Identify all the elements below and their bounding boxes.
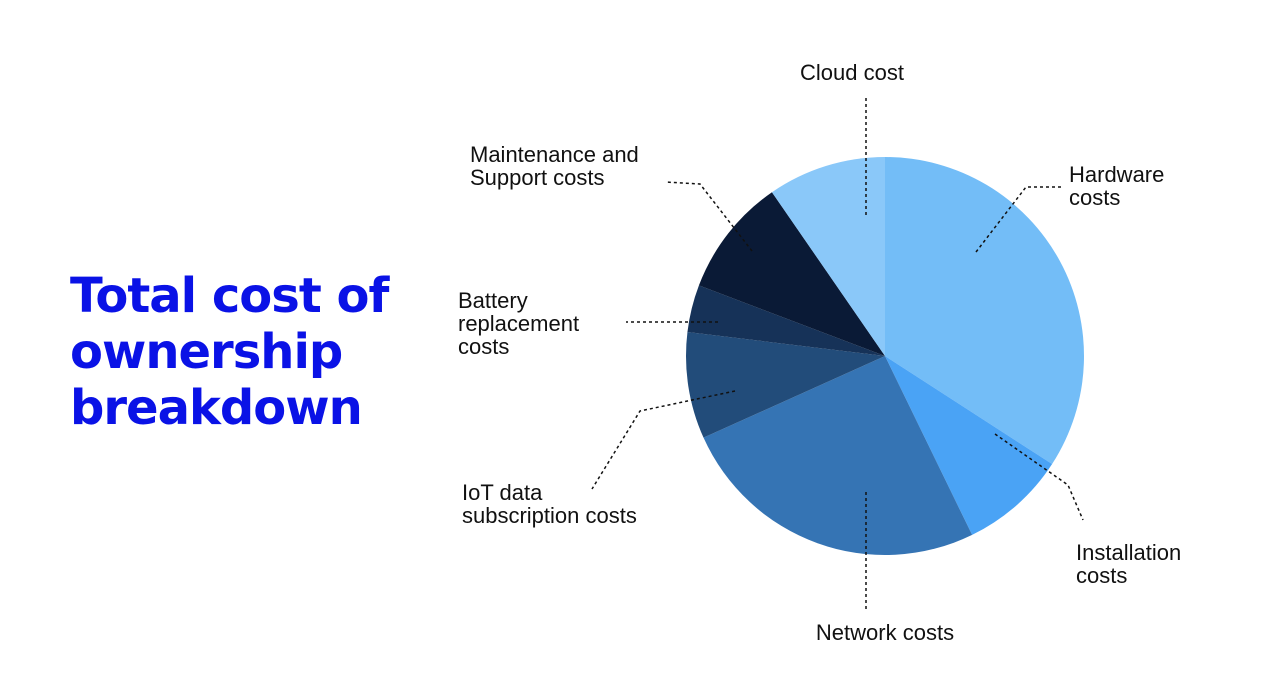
slice-label-line: Support costs — [470, 165, 605, 190]
slice-label-line: replacement — [458, 311, 579, 336]
slice-label-line: subscription costs — [462, 503, 637, 528]
slice-label: Network costs — [816, 620, 954, 645]
slice-label: Maintenance and Support costs — [470, 142, 639, 190]
slice-label-line: Cloud cost — [800, 60, 904, 85]
slice-label: Battery replacement costs — [458, 288, 579, 359]
slice-label-line: Hardware — [1069, 162, 1164, 187]
leader-lines — [591, 98, 1084, 612]
slice-label-line: Maintenance and — [470, 142, 639, 167]
slice-label-line: Installation — [1076, 540, 1181, 565]
pie-slice — [685, 332, 885, 438]
chart-title: Total cost of ownership breakdown — [70, 268, 430, 436]
slice-label: IoT data subscription costs — [462, 480, 637, 528]
slice-label-line: IoT data — [462, 480, 543, 505]
pie-slice — [703, 356, 973, 556]
slice-label-line: Battery — [458, 288, 528, 313]
slice-label: Installation costs — [1076, 540, 1181, 588]
title-line: breakdown — [70, 380, 363, 436]
slice-label-line: costs — [1076, 563, 1127, 588]
pie-slice — [698, 192, 885, 356]
leader-line — [591, 390, 736, 490]
slice-label-line: costs — [458, 334, 509, 359]
pie-slice — [687, 285, 885, 356]
pie-slices — [685, 157, 1084, 556]
slice-label-line: costs — [1069, 185, 1120, 210]
leader-line — [664, 181, 753, 252]
pie-slice — [771, 157, 885, 356]
slice-label: Hardware costs — [1069, 162, 1164, 210]
pie-slice — [885, 157, 1084, 465]
pie-slice — [885, 356, 1053, 535]
slice-label: Cloud cost — [800, 60, 904, 85]
title-line: ownership — [70, 324, 343, 380]
leader-line — [994, 433, 1084, 521]
slice-label-line: Network costs — [816, 620, 954, 645]
title-line: Total cost of — [70, 268, 389, 324]
